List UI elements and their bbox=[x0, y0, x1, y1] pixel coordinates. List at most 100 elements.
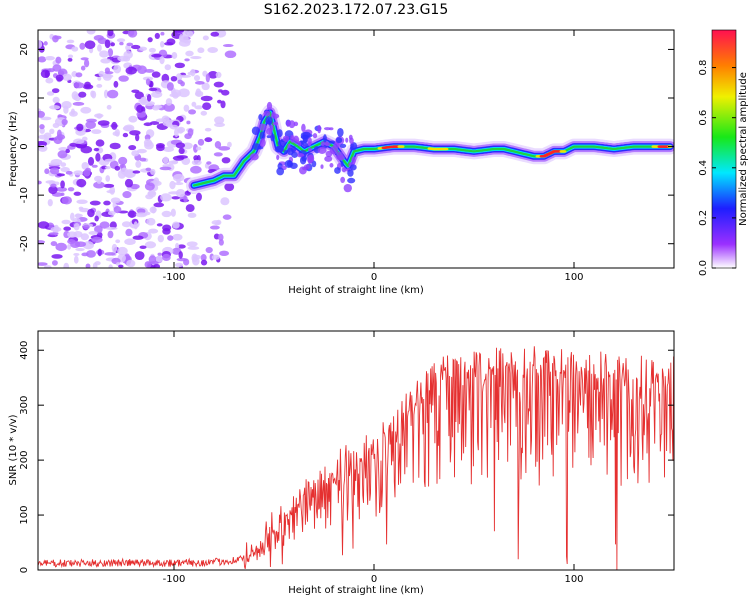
noise-speckle bbox=[67, 57, 73, 62]
noise-speckle bbox=[166, 82, 174, 91]
noise-speckle bbox=[109, 142, 121, 150]
noise-speckle bbox=[148, 47, 156, 53]
noise-speckle bbox=[86, 30, 96, 35]
transition-blob bbox=[312, 133, 318, 139]
transition-blob bbox=[311, 160, 317, 168]
noise-speckle bbox=[167, 235, 174, 241]
noise-speckle bbox=[67, 187, 75, 192]
noise-speckle bbox=[73, 170, 84, 176]
noise-speckle bbox=[116, 38, 126, 43]
transition-blob bbox=[288, 120, 296, 129]
noise-speckle bbox=[151, 91, 163, 98]
noise-speckle bbox=[122, 132, 129, 138]
noise-speckle bbox=[195, 192, 202, 202]
noise-speckle bbox=[174, 182, 184, 186]
noise-speckle bbox=[100, 58, 111, 64]
noise-speckle bbox=[90, 90, 95, 98]
noise-speckle bbox=[186, 120, 191, 125]
noise-speckle bbox=[162, 156, 169, 164]
noise-speckle bbox=[146, 94, 152, 102]
noise-speckle bbox=[49, 167, 60, 175]
noise-speckle bbox=[113, 206, 122, 214]
noise-speckle bbox=[177, 244, 186, 249]
noise-speckle bbox=[119, 41, 124, 46]
noise-speckle bbox=[55, 242, 67, 252]
noise-speckle bbox=[221, 157, 231, 164]
colorbar-gradient bbox=[711, 29, 737, 269]
noise-speckle bbox=[157, 234, 164, 243]
transition-blob bbox=[296, 153, 305, 158]
noise-speckle bbox=[39, 124, 45, 130]
noise-speckle bbox=[195, 146, 202, 151]
noise-speckle bbox=[204, 137, 213, 143]
noise-speckle bbox=[134, 91, 144, 100]
spectrogram-plot-area bbox=[38, 30, 674, 268]
y-tick-label: 20 bbox=[19, 43, 30, 56]
noise-speckle bbox=[52, 64, 62, 72]
noise-speckle bbox=[40, 116, 52, 121]
transition-blob bbox=[324, 155, 333, 162]
noise-speckle bbox=[73, 191, 82, 196]
noise-speckle bbox=[160, 31, 165, 36]
transition-blob bbox=[270, 133, 275, 142]
noise-speckle bbox=[174, 62, 186, 69]
transition-blob bbox=[351, 156, 356, 165]
noise-speckle bbox=[99, 221, 110, 229]
noise-speckle bbox=[38, 110, 46, 118]
transition-blob bbox=[349, 137, 354, 145]
noise-speckle bbox=[55, 56, 62, 64]
transition-blob bbox=[341, 167, 347, 173]
noise-speckle bbox=[93, 147, 100, 152]
noise-speckle bbox=[56, 173, 65, 177]
noise-speckle bbox=[162, 121, 172, 126]
snr-series-line bbox=[38, 346, 674, 570]
noise-speckle bbox=[39, 127, 45, 134]
transition-blob bbox=[301, 123, 306, 133]
x-tick-label: -100 bbox=[163, 574, 186, 585]
noise-speckle bbox=[81, 161, 89, 170]
noise-speckle bbox=[86, 250, 96, 258]
y-tick-label: 300 bbox=[19, 396, 30, 415]
noise-speckle bbox=[171, 160, 179, 164]
noise-speckle bbox=[73, 231, 83, 238]
noise-speckle bbox=[214, 116, 225, 125]
noise-speckle bbox=[51, 88, 60, 94]
noise-speckle bbox=[45, 77, 54, 84]
noise-speckle bbox=[112, 131, 120, 136]
noise-speckle bbox=[194, 80, 205, 85]
noise-speckle bbox=[116, 262, 121, 266]
noise-speckle bbox=[169, 180, 176, 190]
noise-speckle bbox=[73, 255, 79, 264]
noise-speckle bbox=[43, 132, 52, 140]
noise-speckle bbox=[197, 47, 205, 54]
transition-blob bbox=[258, 123, 267, 131]
noise-speckle bbox=[151, 53, 162, 58]
y-tick-label: 200 bbox=[19, 451, 30, 470]
y-tick-label: 0 bbox=[19, 567, 30, 573]
y-tick-label: 100 bbox=[19, 506, 30, 525]
noise-speckle bbox=[140, 96, 146, 106]
colorbar-label: Normalized spectral amplitude bbox=[738, 72, 749, 226]
noise-speckle bbox=[126, 42, 134, 47]
noise-speckle bbox=[38, 56, 47, 63]
noise-speckle bbox=[136, 148, 147, 154]
noise-speckle bbox=[160, 193, 172, 202]
noise-speckle bbox=[179, 74, 191, 78]
noise-speckle bbox=[83, 81, 92, 89]
noise-speckle bbox=[209, 225, 220, 230]
noise-speckle bbox=[172, 173, 185, 182]
noise-speckle bbox=[125, 44, 131, 51]
noise-speckle bbox=[87, 156, 95, 166]
noise-speckle bbox=[117, 55, 128, 62]
transition-blob bbox=[282, 135, 290, 142]
noise-speckle bbox=[114, 165, 121, 171]
noise-speckle bbox=[138, 46, 148, 51]
noise-speckle bbox=[56, 134, 66, 140]
noise-speckle bbox=[162, 253, 171, 262]
noise-speckle bbox=[74, 213, 83, 218]
noise-speckle bbox=[219, 250, 230, 257]
noise-speckle bbox=[143, 122, 153, 127]
noise-speckle bbox=[222, 214, 232, 220]
